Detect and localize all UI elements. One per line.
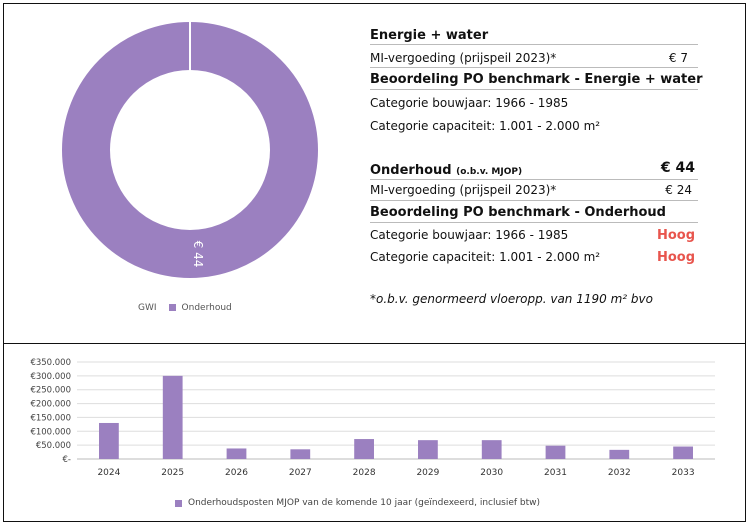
donut-data-label: € 44 xyxy=(191,241,205,268)
bar xyxy=(99,422,119,459)
y-tick-label: €250.000 xyxy=(30,386,71,396)
divider xyxy=(370,44,698,45)
donut-legend: GWI Onderhoud xyxy=(138,303,232,313)
x-tick-label: 2025 xyxy=(161,468,184,478)
energie-mi-value: € 7 xyxy=(668,51,688,65)
bar xyxy=(609,449,630,459)
donut-slice-onderhoud xyxy=(62,22,318,278)
legend-swatch-icon xyxy=(168,304,176,311)
energie-mi-label: MI-vergoeding (prijspeil 2023)* xyxy=(370,51,557,65)
legend-swatch-icon xyxy=(175,499,182,507)
x-tick-label: 2031 xyxy=(544,468,567,478)
onderhoud-value: € 44 xyxy=(660,160,695,176)
bar xyxy=(673,446,693,459)
onderhoud-mi-value: € 24 xyxy=(665,183,692,197)
onderhoud-title-main: Onderhoud xyxy=(370,163,452,178)
onderhoud-bouwjaar: Categorie bouwjaar: 1966 - 1985 xyxy=(370,228,569,242)
x-tick-label: 2033 xyxy=(672,468,695,478)
y-tick-label: €100.000 xyxy=(30,427,71,437)
bar xyxy=(290,449,311,459)
bar-legend-label: Onderhoudsposten MJOP van de komende 10 … xyxy=(188,498,541,508)
divider xyxy=(370,222,698,223)
energie-bouwjaar: Categorie bouwjaar: 1966 - 1985 xyxy=(370,96,569,110)
x-tick-label: 2027 xyxy=(289,468,312,478)
divider xyxy=(370,200,698,201)
legend-item-onderhoud: Onderhoud xyxy=(168,303,232,313)
energie-capaciteit: Categorie capaciteit: 1.001 - 2.000 m² xyxy=(370,119,601,133)
divider xyxy=(370,179,698,180)
onderhoud-mi-label: MI-vergoeding (prijspeil 2023)* xyxy=(370,183,557,197)
bar-chart: €- €50.000 €100.000 €150.000 €200.000 €250.00… xyxy=(30,358,715,478)
bar xyxy=(354,439,374,459)
onderhoud-capaciteit: Categorie capaciteit: 1.001 - 2.000 m² xyxy=(370,250,601,264)
y-tick-label: €50.000 xyxy=(36,441,71,451)
section-separator xyxy=(3,343,746,344)
footnote: *o.b.v. genormeerd vloeropp. van 1190 m²… xyxy=(370,292,653,306)
divider xyxy=(370,67,698,68)
bar xyxy=(162,375,183,459)
divider xyxy=(370,89,698,90)
bar xyxy=(418,440,438,459)
onderhoud-bench-title: Beoordeling PO benchmark - Onderhoud xyxy=(370,205,666,220)
energie-bench-title: Beoordeling PO benchmark - Energie + wat… xyxy=(370,72,703,87)
x-tick-label: 2029 xyxy=(416,468,439,478)
onderhoud-capaciteit-score: Hoog xyxy=(657,250,696,265)
x-tick-label: 2032 xyxy=(608,468,631,478)
energie-title: Energie + water xyxy=(370,28,489,43)
onderhoud-title: Onderhoud (o.b.v. MJOP) xyxy=(370,163,522,178)
bar xyxy=(481,440,502,459)
bar xyxy=(545,445,566,459)
x-tick-label: 2026 xyxy=(225,468,248,478)
legend-label-onderhoud: Onderhoud xyxy=(181,303,232,313)
x-tick-label: 2024 xyxy=(97,468,120,478)
page-frame xyxy=(3,3,746,522)
bar-legend: Onderhoudsposten MJOP van de komende 10 … xyxy=(175,498,540,508)
onderhoud-bouwjaar-score: Hoog xyxy=(657,228,696,243)
y-tick-label: €200.000 xyxy=(30,400,71,410)
y-tick-label: €350.000 xyxy=(30,358,71,368)
x-tick-label: 2028 xyxy=(353,468,376,478)
donut-chart: € 44 xyxy=(62,21,318,278)
onderhoud-title-suffix: (o.b.v. MJOP) xyxy=(456,167,523,177)
y-tick-label: €150.000 xyxy=(30,413,71,423)
y-tick-label: €300.000 xyxy=(30,372,71,382)
legend-item-gwi: GWI xyxy=(138,303,157,313)
y-tick-label: €- xyxy=(63,455,71,465)
bar xyxy=(226,448,247,459)
x-tick-label: 2030 xyxy=(480,468,503,478)
